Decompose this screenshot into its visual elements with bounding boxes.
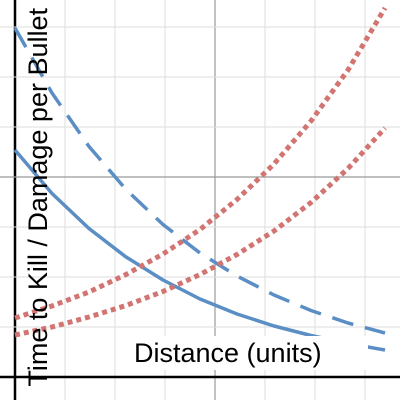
series-line — [14, 126, 387, 338]
label-background — [128, 336, 368, 370]
series-line — [13, 27, 386, 335]
series-line — [14, 6, 388, 321]
plot — [13, 6, 388, 352]
y-axis-label: Time to Kill / Damage per Bullet — [23, 8, 53, 387]
x-axis-label: Distance (units) — [134, 338, 322, 368]
